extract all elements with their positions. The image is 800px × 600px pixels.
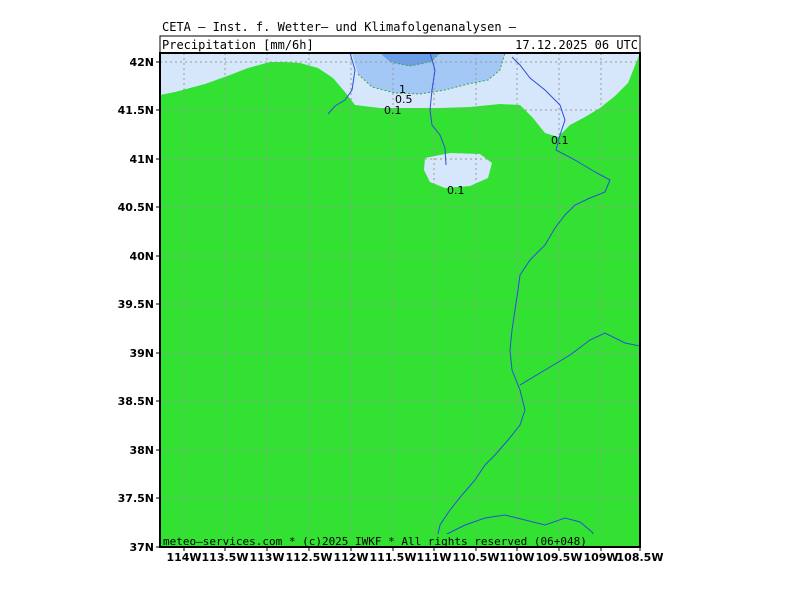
lat-tick-label: 40.5N — [118, 201, 154, 214]
lon-tick-label: 113W — [249, 551, 284, 564]
river-line-east — [434, 56, 611, 548]
contour-lines — [357, 52, 506, 95]
lon-tick-label: 108.5W — [617, 551, 664, 564]
lon-tick-label: 109.5W — [536, 551, 583, 564]
lon-tick-label: 111W — [416, 551, 451, 564]
precip-area-0-1-blob — [424, 153, 492, 188]
lon-tick-label: 111.5W — [370, 551, 417, 564]
contour-label-0-1-east: 0.1 — [551, 134, 569, 147]
footer-band — [161, 534, 639, 546]
contour-label-0-1-north: 0.1 — [384, 104, 402, 117]
precip-area-0-5 — [352, 53, 505, 94]
lon-tick-label: 110.5W — [453, 551, 500, 564]
copyright-footer: meteo—services.com * (c)2025 IWKF * All … — [163, 535, 587, 548]
map-background — [160, 53, 640, 547]
precip-area-0-1 — [160, 53, 640, 137]
contour-label-1: 1 — [399, 83, 406, 96]
lon-tick-label: 112.5W — [286, 551, 333, 564]
lat-tick-label: 37.5N — [118, 492, 154, 505]
boundaries — [327, 52, 641, 548]
header-box — [159, 35, 641, 54]
lat-tick-label: 42N — [129, 56, 154, 69]
lat-tick-label: 41.5N — [118, 104, 154, 117]
lat-tick-label: 41N — [129, 153, 154, 166]
lat-tick-label: 38N — [129, 444, 154, 457]
chart-title: CETA — Inst. f. Wetter— und Klimafolgena… — [162, 20, 517, 34]
lat-tick-label: 39.5N — [118, 298, 154, 311]
river-line-center — [429, 52, 447, 166]
river-line-branch — [519, 332, 641, 386]
lon-tick-label: 110W — [499, 551, 534, 564]
river-line-south — [444, 514, 601, 548]
lat-tick-label: 38.5N — [118, 395, 154, 408]
river-line-north — [327, 52, 356, 115]
valid-time-label: 17.12.2025 06 UTC — [515, 38, 638, 52]
contour-label-0-5: 0.5 — [395, 93, 413, 106]
map-grid — [160, 53, 640, 547]
lon-tick-label: 114W — [166, 551, 201, 564]
lat-tick-label: 40N — [129, 250, 154, 263]
lon-tick-label: 112W — [333, 551, 368, 564]
lon-tick-label: 113.5W — [202, 551, 249, 564]
lat-tick-label: 37N — [129, 541, 154, 554]
lon-tick-label: 109W — [583, 551, 618, 564]
contour-label-0-1-blob: 0.1 — [447, 184, 465, 197]
lat-tick-label: 39N — [129, 347, 154, 360]
variable-label: Precipitation [mm/6h] — [162, 38, 314, 52]
tick-marks — [156, 61, 641, 551]
